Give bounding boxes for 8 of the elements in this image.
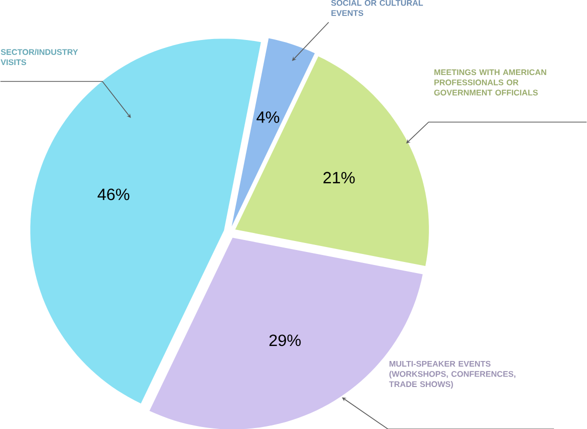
data-label: 21% <box>323 172 355 184</box>
slice-label: SOCIAL OR CULTURAL EVENTS <box>331 0 423 16</box>
data-label: 29% <box>269 334 301 346</box>
slice-label: SECTOR/INDUSTRY VISITS <box>0 48 78 65</box>
slice-label: MULTI-SPEAKER EVENTS (WORKSHOPS, CONFERENCES, TRADE SHOWS) <box>389 360 516 388</box>
data-label: 46% <box>98 188 130 200</box>
data-label: 4% <box>256 111 280 123</box>
slice-label: MEETINGS WITH AMERICAN PROFESSIONALS OR GOVERNMENT OFFICIALS <box>434 69 546 96</box>
